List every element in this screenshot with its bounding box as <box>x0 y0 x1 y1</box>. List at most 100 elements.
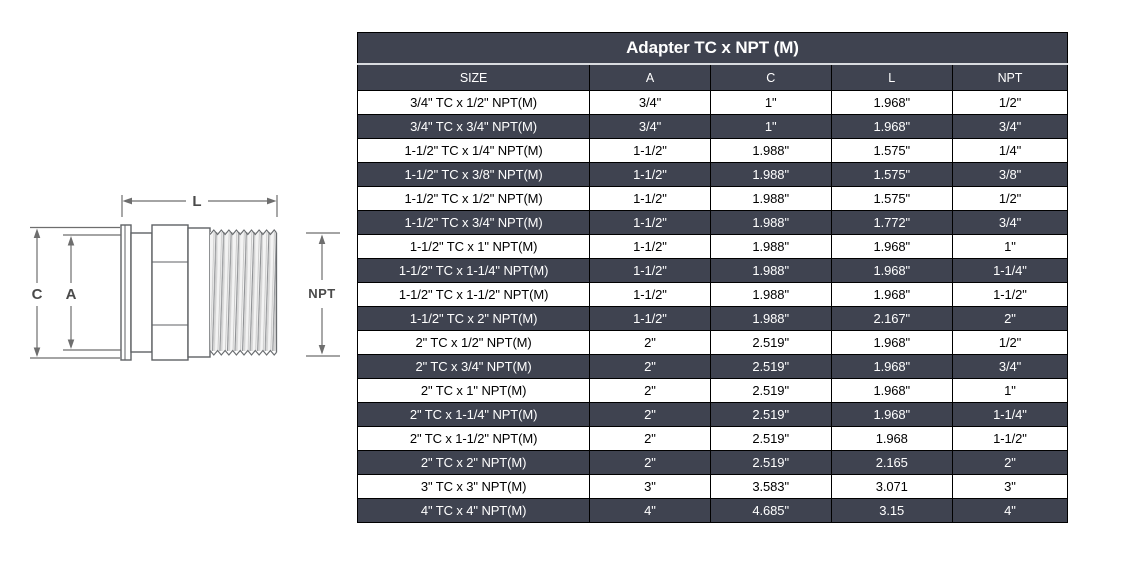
table-title: Adapter TC x NPT (M) <box>357 32 1068 65</box>
cell: 2" TC x 3/4" NPT(M) <box>356 354 591 379</box>
cell: 3" TC x 3" NPT(M) <box>356 474 591 499</box>
cell: 1.968" <box>830 258 953 283</box>
dim-label-C: C <box>32 286 43 303</box>
adapter-dimension-diagram: L C A NPT <box>30 193 340 361</box>
table-row: 1-1/2" TC x 3/8" NPT(M) 1-1/2" 1.988" 1.575… <box>356 162 1069 187</box>
cell: 1-1/2" <box>589 138 711 163</box>
cell: 1-1/2" TC x 2" NPT(M) <box>356 306 591 331</box>
cell: 2.519" <box>709 450 832 475</box>
cell: 1-1/2" <box>951 282 1069 307</box>
cell: 1/2" <box>951 186 1069 211</box>
cell: 1.968" <box>830 330 953 355</box>
column-header-size: SIZE <box>356 63 591 91</box>
cell: 3" <box>951 474 1069 499</box>
cell: 1-1/4" <box>951 402 1069 427</box>
cell: 1.575" <box>830 186 953 211</box>
column-header-a: A <box>589 63 711 91</box>
cell: 1.968" <box>830 282 953 307</box>
column-header-npt: NPT <box>951 63 1069 91</box>
cell: 1.988" <box>709 258 832 283</box>
cell: 2.519" <box>709 378 832 403</box>
table-row: 1-1/2" TC x 1/2" NPT(M) 1-1/2" 1.988" 1.575… <box>356 186 1069 211</box>
table-row: 3/4" TC x 3/4" NPT(M) 3/4" 1" 1.968" 3/4" <box>356 114 1069 139</box>
cell: 1.988" <box>709 210 832 235</box>
cell: 1.968" <box>830 402 953 427</box>
cell: 1/2" <box>951 90 1069 115</box>
cell: 1.968 <box>830 426 953 451</box>
cell: 1" <box>951 378 1069 403</box>
cell: 3/4" <box>589 114 711 139</box>
cell: 1.988" <box>709 282 832 307</box>
cell: 2" <box>589 426 711 451</box>
dim-label-L: L <box>192 193 201 210</box>
table-row: 2" TC x 1-1/2" NPT(M) 2" 2.519" 1.968 1-1/2" <box>356 426 1069 451</box>
cell: 1/4" <box>951 138 1069 163</box>
dimension-labels: L C A NPT <box>32 193 336 303</box>
cell: 4" TC x 4" NPT(M) <box>356 498 591 523</box>
cell: 2" <box>589 378 711 403</box>
cell: 3/4" <box>951 354 1069 379</box>
table-row: 2" TC x 1-1/4" NPT(M) 2" 2.519" 1.968" 1-1/4… <box>356 402 1069 427</box>
table-row: 4" TC x 4" NPT(M) 4" 4.685" 3.15 4" <box>356 498 1069 523</box>
cell: 1.988" <box>709 234 832 259</box>
table-row: 2" TC x 1/2" NPT(M) 2" 2.519" 1.968" 1/2" <box>356 330 1069 355</box>
cell: 2" TC x 1" NPT(M) <box>356 378 591 403</box>
cell: 1-1/4" <box>951 258 1069 283</box>
cell: 2.165 <box>830 450 953 475</box>
cell: 1.968" <box>830 234 953 259</box>
dimension-lines <box>30 195 340 359</box>
cell: 2.167" <box>830 306 953 331</box>
cell: 1.968" <box>830 354 953 379</box>
shoulder <box>187 227 211 358</box>
cell: 2" <box>951 450 1069 475</box>
cell: 1.988" <box>709 138 832 163</box>
table-row: 1-1/2" TC x 1" NPT(M) 1-1/2" 1.988" 1.968" 1… <box>356 234 1069 259</box>
cell: 1-1/2" TC x 3/8" NPT(M) <box>356 162 591 187</box>
cell: 1/2" <box>951 330 1069 355</box>
cell: 1-1/2" TC x 1-1/4" NPT(M) <box>356 258 591 283</box>
cell: 3" <box>589 474 711 499</box>
cell: 1.988" <box>709 186 832 211</box>
table-header-row: SIZE A C L NPT <box>356 63 1069 91</box>
cell: 1.575" <box>830 138 953 163</box>
table-row: 3/4" TC x 1/2" NPT(M) 3/4" 1" 1.968" 1/2" <box>356 90 1069 115</box>
cell: 1-1/2" <box>589 162 711 187</box>
cell: 3.071 <box>830 474 953 499</box>
cell: 1-1/2" <box>589 282 711 307</box>
cell: 3/4" TC x 3/4" NPT(M) <box>356 114 591 139</box>
table-title-row: Adapter TC x NPT (M) <box>357 32 1068 65</box>
cell: 2.519" <box>709 330 832 355</box>
cell: 1-1/2" <box>951 426 1069 451</box>
cell: 2" <box>589 330 711 355</box>
dim-label-A: A <box>66 286 77 303</box>
table-row: 1-1/2" TC x 2" NPT(M) 1-1/2" 1.988" 2.167" 2… <box>356 306 1069 331</box>
table-row: 2" TC x 3/4" NPT(M) 2" 2.519" 1.968" 3/4" <box>356 354 1069 379</box>
cell: 3/8" <box>951 162 1069 187</box>
column-header-l: L <box>830 63 953 91</box>
cell: 2.519" <box>709 402 832 427</box>
cell: 3/4" TC x 1/2" NPT(M) <box>356 90 591 115</box>
tc-flange <box>120 224 132 361</box>
cell: 1-1/2" TC x 1-1/2" NPT(M) <box>356 282 591 307</box>
cell: 1.575" <box>830 162 953 187</box>
table-row: 2" TC x 1" NPT(M) 2" 2.519" 1.968" 1" <box>356 378 1069 403</box>
table-row: 1-1/2" TC x 3/4" NPT(M) 1-1/2" 1.988" 1.772… <box>356 210 1069 235</box>
cell: 2" <box>589 450 711 475</box>
hex-body <box>151 224 189 361</box>
cell: 1-1/2" <box>589 186 711 211</box>
cell: 1-1/2" TC x 3/4" NPT(M) <box>356 210 591 235</box>
cell: 4.685" <box>709 498 832 523</box>
cell: 1" <box>709 114 832 139</box>
cell: 3/4" <box>589 90 711 115</box>
cell: 1.968" <box>830 378 953 403</box>
cell: 1-1/2" <box>589 258 711 283</box>
table-row: 3" TC x 3" NPT(M) 3" 3.583" 3.071 3" <box>356 474 1069 499</box>
cell: 1-1/2" <box>589 234 711 259</box>
column-header-c: C <box>709 63 832 91</box>
cell: 2.519" <box>709 354 832 379</box>
cell: 1.988" <box>709 162 832 187</box>
table-body: 3/4" TC x 1/2" NPT(M) 3/4" 1" 1.968" 1/2" 3/4… <box>356 90 1069 523</box>
cell: 1.968" <box>830 114 953 139</box>
cell: 2.519" <box>709 426 832 451</box>
